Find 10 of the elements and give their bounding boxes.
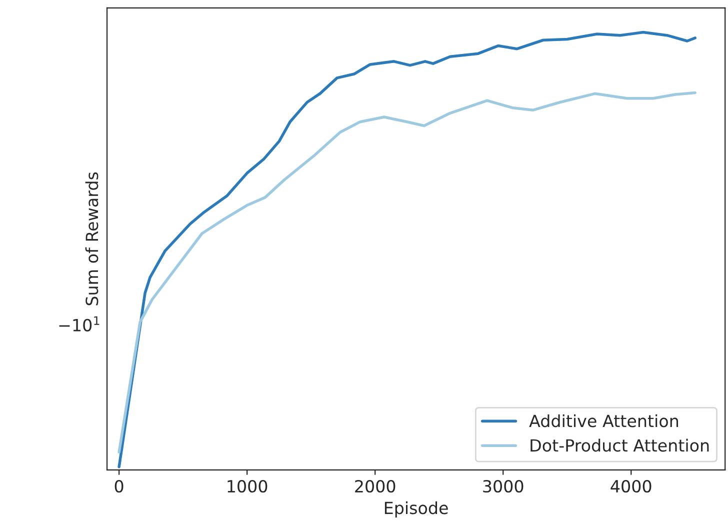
x-tick-label: 4000: [610, 480, 652, 493]
text: −10$^{1}$: [59, 316, 100, 332]
y-axis-title: Sum of Rewards: [85, 172, 98, 306]
x-axis-title: Episode: [384, 501, 448, 518]
legend-label: Dot-Product Attention: [530, 438, 709, 452]
x-tick-label: 3000: [483, 480, 524, 493]
x-tick-label: 1000: [228, 480, 268, 493]
x-tick-label: 2000: [355, 480, 396, 493]
legend-label: Additive Attention: [529, 414, 678, 428]
x-tick-label: 0: [114, 480, 124, 493]
